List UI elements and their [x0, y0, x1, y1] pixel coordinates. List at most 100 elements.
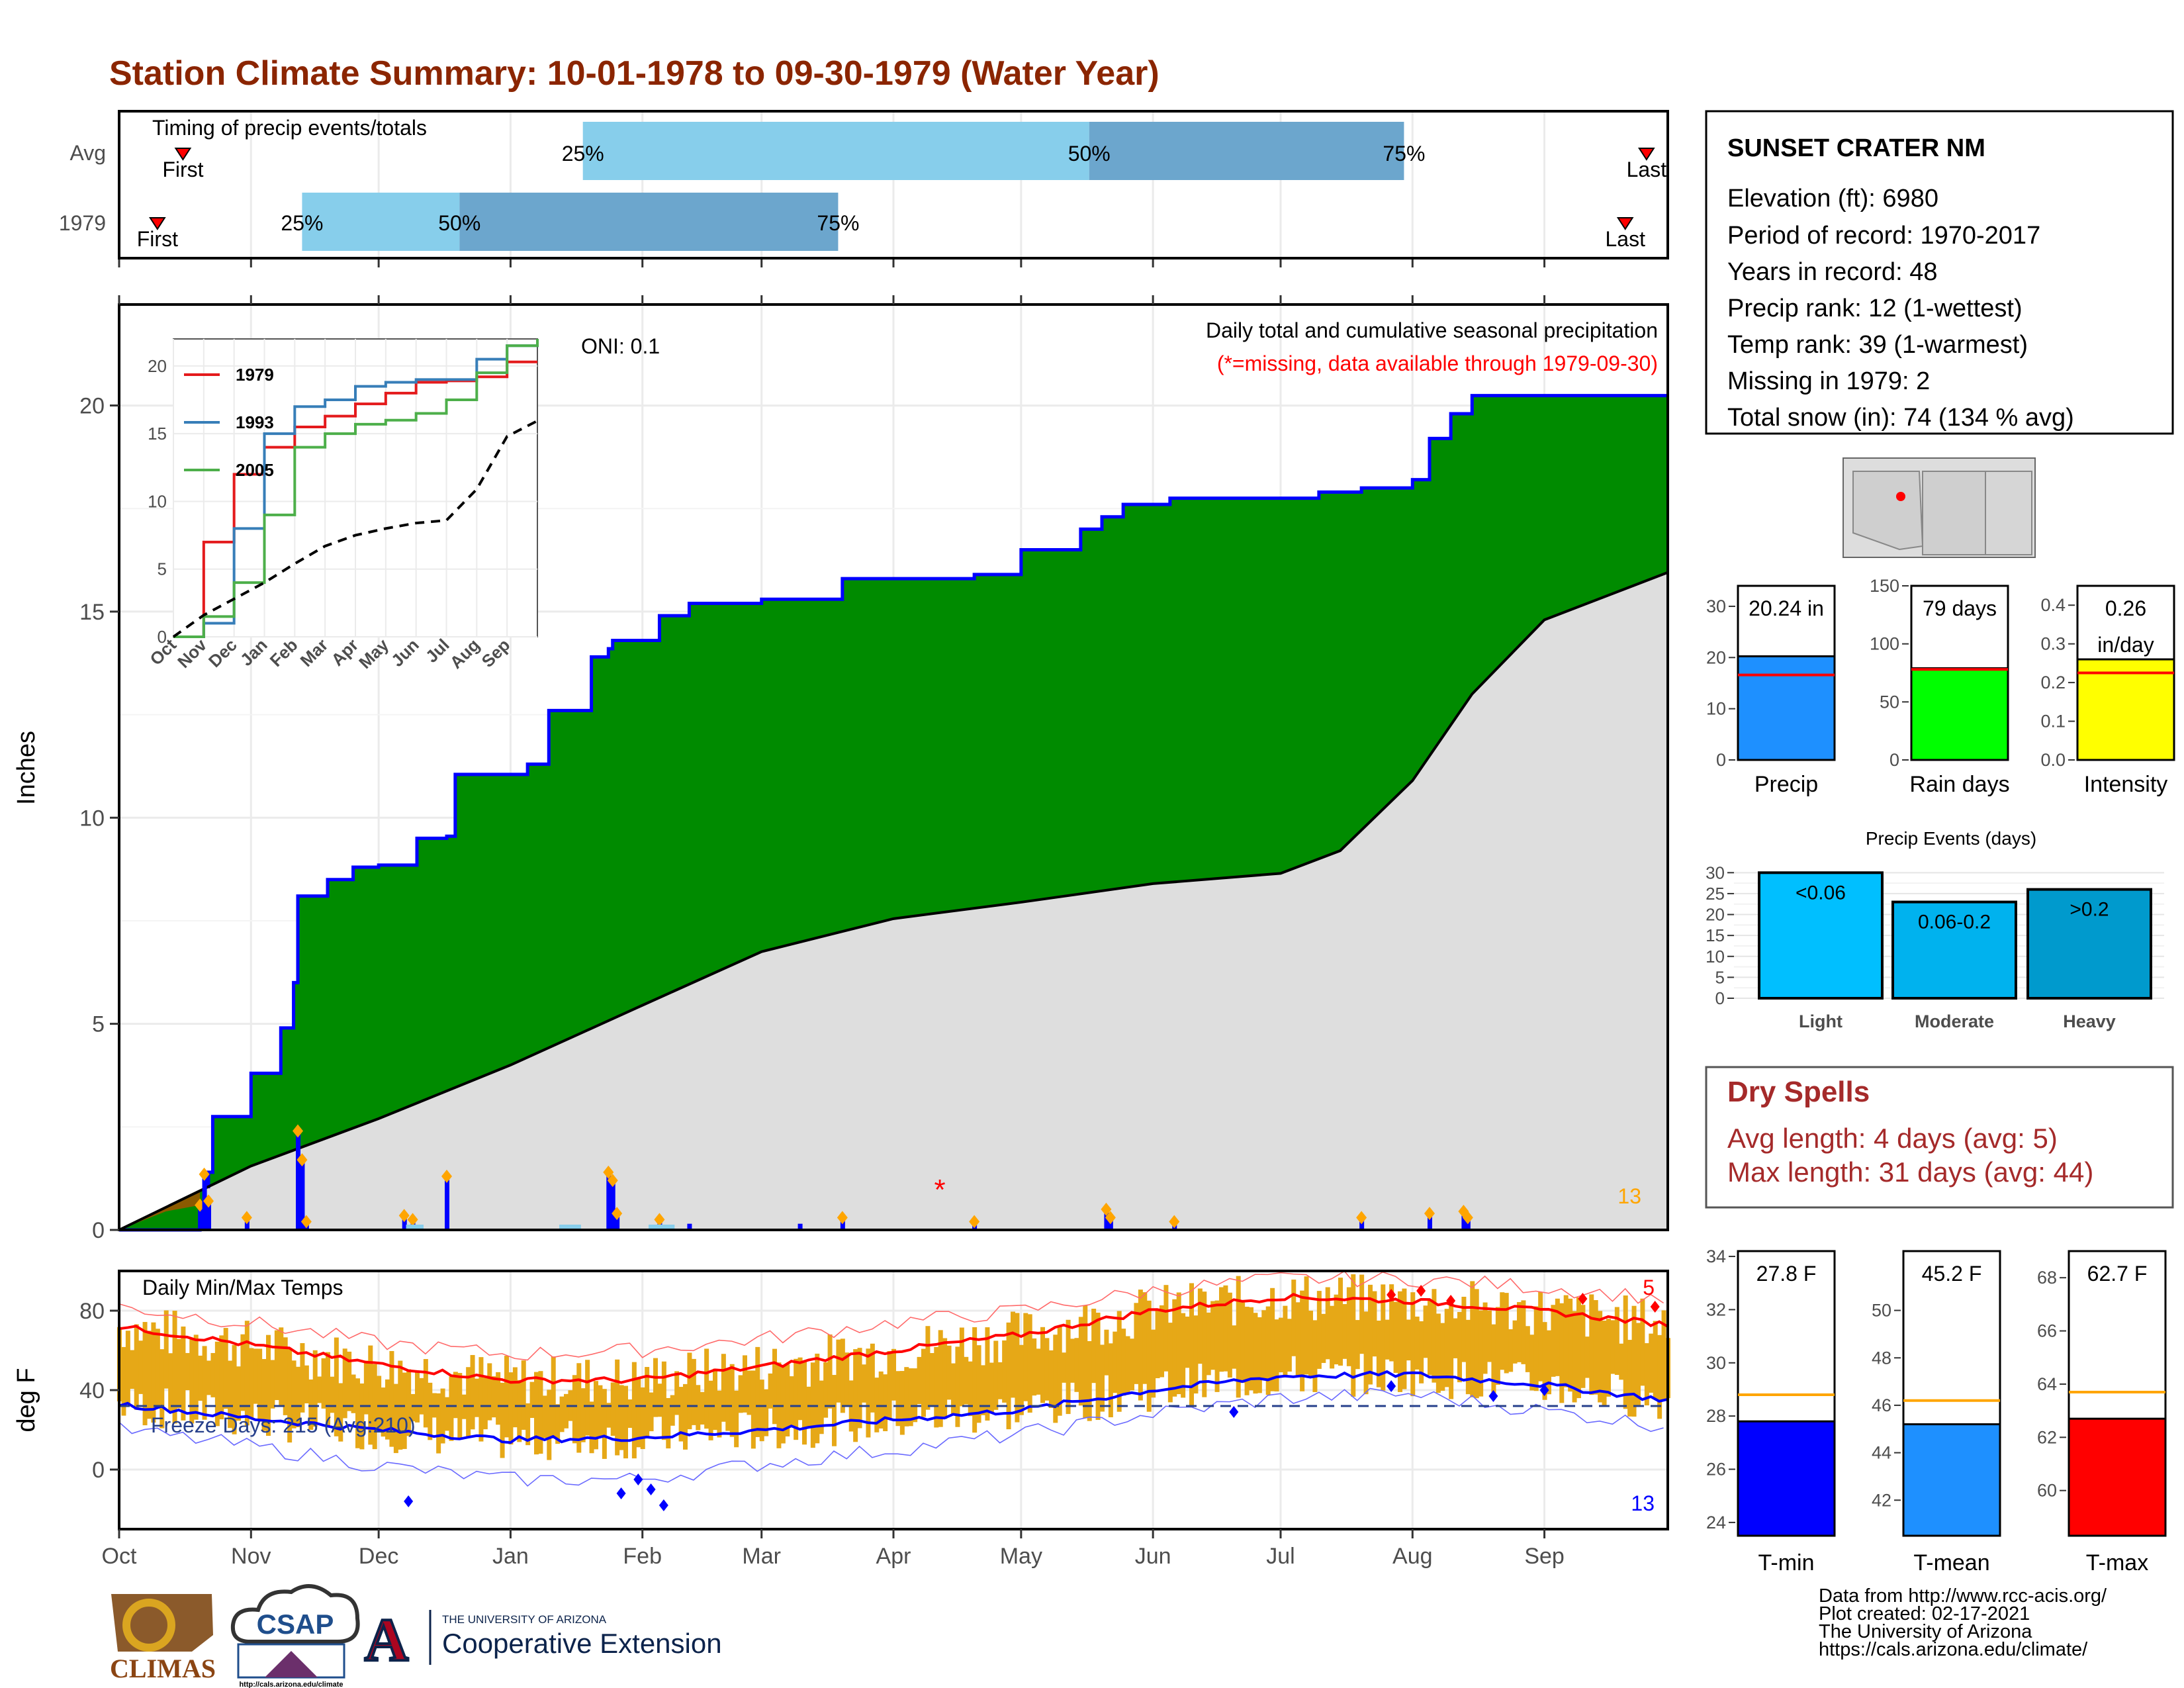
ua-extension: Cooperative Extension	[442, 1628, 722, 1659]
tbar-ytick-label: 30	[1706, 1353, 1726, 1373]
daily-temp-bar	[1232, 1325, 1237, 1369]
daily-temp-bar	[1482, 1302, 1488, 1374]
daily-temp-bar	[1414, 1316, 1420, 1370]
trace-snow-bar	[559, 1225, 572, 1230]
events-ytick-label: 20	[1706, 905, 1725, 925]
summary-bar-label: Rain days	[1909, 772, 2009, 797]
station-name: SUNSET CRATER NM	[1727, 134, 1985, 162]
ua-logo: A THE UNIVERSITY OF ARIZONA Cooperative …	[361, 1605, 722, 1675]
daily-temp-bar	[177, 1338, 181, 1409]
daily-temp-bar	[640, 1387, 645, 1450]
daily-temp-bar	[1189, 1283, 1194, 1408]
daily-temp-bar	[1330, 1305, 1335, 1369]
daily-temp-bar	[1142, 1292, 1148, 1384]
month-label: Apr	[876, 1544, 911, 1569]
daily-temp-bar	[1479, 1310, 1484, 1397]
timing-marker-label: Last	[1627, 158, 1667, 181]
summary-bar	[2076, 658, 2175, 761]
daily-temp-bar	[1312, 1320, 1318, 1392]
record-high-icon	[1650, 1301, 1660, 1313]
daily-temp-bar	[866, 1348, 871, 1438]
daily-temp-bar	[619, 1385, 624, 1450]
daily-temp-bar	[423, 1359, 428, 1428]
daily-precip-bar	[1428, 1213, 1432, 1230]
daily-temp-bar	[904, 1367, 909, 1427]
daily-temp-bar	[819, 1380, 824, 1434]
daily-temp-bar	[942, 1338, 948, 1419]
daily-temp-bar	[449, 1376, 454, 1441]
daily-temp-bar	[1104, 1329, 1109, 1376]
timing-panel: Timing of precip events/totals Avg 1979 …	[59, 110, 1669, 267]
daily-temp-bar	[125, 1331, 130, 1405]
daily-temp-bar	[1287, 1319, 1292, 1372]
daily-temp-bar	[780, 1366, 786, 1444]
map-state-arizona	[1852, 471, 1924, 551]
daily-temp-bar	[704, 1348, 709, 1429]
daily-temp-bar	[917, 1356, 922, 1405]
dry-spells-box: Dry Spells Avg length: 4 days (avg: 5) M…	[1705, 1066, 2174, 1209]
daily-temp-bar	[1602, 1320, 1607, 1407]
month-label: May	[1000, 1544, 1042, 1569]
inset-ytick-label: 20	[148, 356, 167, 376]
daily-temp-bar	[1253, 1313, 1258, 1394]
summary-bar-charts: 0 10 20 30 20.24 in Precip 0 50 100 150 79 days Rai…	[1706, 576, 2175, 797]
daily-temp-bar	[555, 1404, 561, 1444]
daily-temp-bar	[1410, 1292, 1416, 1397]
month-label: Feb	[623, 1544, 662, 1569]
daily-temp-bar	[1580, 1305, 1586, 1388]
footer-line-data: Data from http://www.rcc-acis.org/	[1819, 1585, 2107, 1607]
daily-temp-bar	[598, 1385, 603, 1438]
daily-temp-bar	[385, 1379, 390, 1440]
daily-temp-bar	[1083, 1305, 1088, 1419]
snow-marker-icon	[241, 1211, 252, 1225]
month-label: Sep	[1524, 1544, 1565, 1569]
daily-temp-bar	[721, 1354, 726, 1422]
precip-ytick-label: 0	[92, 1218, 105, 1243]
daily-temp-bar	[631, 1362, 637, 1459]
snow-marker-icon	[612, 1207, 623, 1221]
daily-temp-bar	[1146, 1300, 1152, 1412]
daily-temp-bar	[1572, 1311, 1577, 1403]
daily-temp-bar	[738, 1375, 743, 1413]
timing-pct-label: 50%	[438, 211, 480, 235]
record-low-icon	[616, 1487, 626, 1499]
daily-precip-bar	[198, 1205, 203, 1230]
precip-corner-count: 13	[1617, 1184, 1641, 1208]
precip-y-label: Inches	[13, 731, 40, 805]
temp-min-count: 13	[1631, 1491, 1655, 1515]
map-state-colorado	[1985, 471, 2032, 555]
daily-temp-bar	[1342, 1304, 1347, 1359]
daily-temp-bar	[482, 1378, 488, 1430]
timing-bar-25-50	[582, 122, 1089, 180]
snow-marker-icon	[654, 1213, 665, 1227]
month-label: Jun	[1135, 1544, 1171, 1569]
daily-temp-bar	[576, 1363, 582, 1453]
daily-temp-bar	[1040, 1327, 1045, 1403]
daily-temp-bar	[691, 1358, 696, 1425]
daily-temp-bar	[210, 1352, 216, 1397]
inset-month-label: Jan	[236, 635, 271, 670]
daily-temp-bar	[1223, 1285, 1228, 1372]
daily-temp-bar	[610, 1382, 615, 1436]
daily-temp-bar	[1542, 1322, 1547, 1400]
daily-temp-bar	[794, 1358, 799, 1440]
daily-temp-bar	[1134, 1303, 1139, 1384]
daily-temp-bar	[1053, 1335, 1058, 1423]
csap-logo: CSAP http://cals.arizona.edu/climate	[230, 1584, 360, 1688]
daily-temp-bar	[836, 1339, 841, 1403]
snow-marker-icon	[203, 1194, 214, 1208]
daily-temp-bar	[415, 1372, 420, 1423]
daily-temp-bar	[1125, 1336, 1130, 1394]
summary-ytick-label: 30	[1706, 596, 1726, 616]
temp-normal-line	[118, 1370, 1668, 1444]
daily-temp-bar	[789, 1376, 794, 1427]
record-high-icon	[1416, 1285, 1426, 1297]
daily-temp-bar	[564, 1393, 569, 1429]
daily-temp-bar	[827, 1334, 833, 1409]
daily-temp-bar	[1423, 1305, 1428, 1358]
daily-temp-bar	[1095, 1312, 1101, 1421]
inset-month-label: Sep	[477, 635, 514, 671]
daily-temp-bar	[1274, 1319, 1279, 1392]
daily-temp-bar	[1334, 1294, 1339, 1365]
daily-temp-bar	[645, 1367, 650, 1438]
